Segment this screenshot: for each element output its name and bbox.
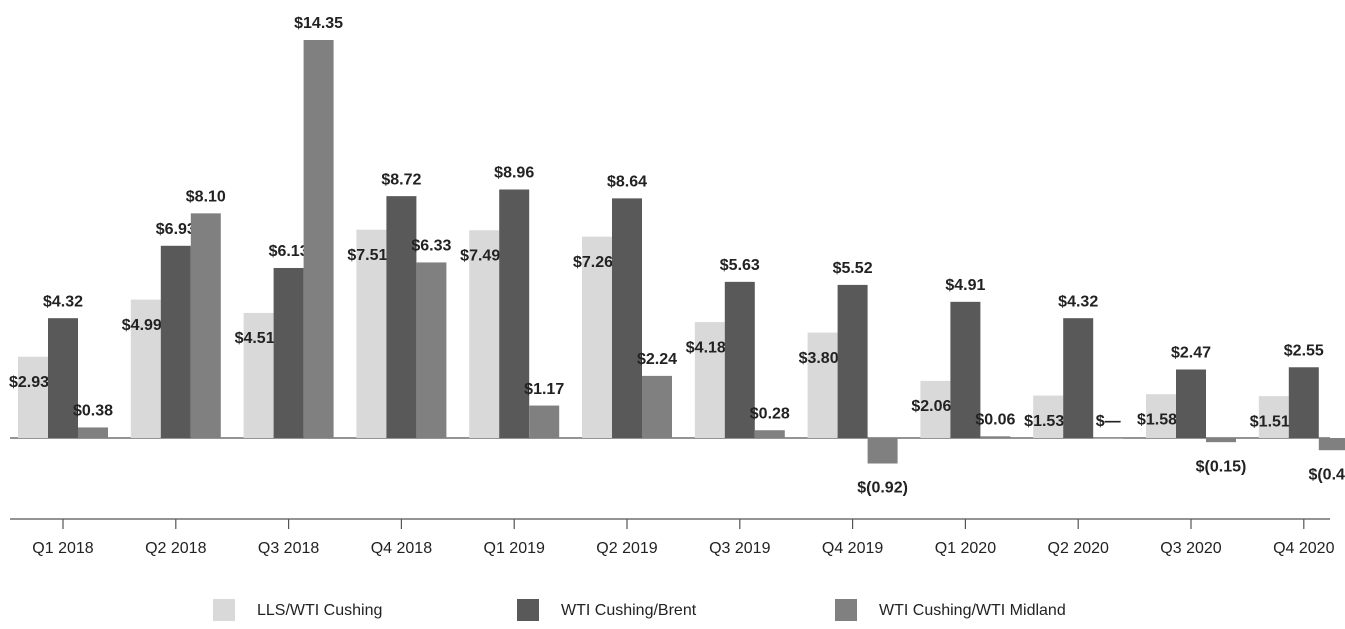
value-label: $7.49 [460, 247, 500, 264]
bar [130, 299, 161, 438]
value-label: $4.32 [1058, 293, 1098, 310]
bar [1206, 438, 1236, 443]
x-tick-label: Q2 2019 [596, 540, 657, 557]
value-label: $0.06 [975, 412, 1015, 429]
value-label: $— [1096, 413, 1121, 430]
value-label: $0.38 [73, 403, 113, 420]
value-label: $8.10 [186, 189, 226, 206]
value-label: $4.51 [235, 330, 275, 347]
value-label: $2.55 [1284, 342, 1324, 359]
bar [1063, 318, 1094, 438]
value-label: $6.33 [411, 238, 451, 255]
value-label: $4.91 [945, 277, 985, 294]
bar [980, 436, 1011, 438]
bar [920, 380, 951, 438]
x-tick-label: Q2 2018 [145, 540, 206, 557]
value-label: $2.47 [1171, 345, 1211, 362]
value-label: $0.28 [750, 405, 790, 422]
x-tick-label: Q1 2019 [484, 540, 545, 557]
bar [754, 430, 785, 438]
x-tick-label: Q2 2020 [1048, 540, 1109, 557]
bar [1258, 396, 1289, 438]
bar [18, 356, 48, 438]
bar [416, 262, 447, 438]
bar [950, 301, 981, 438]
value-label: $14.35 [294, 15, 343, 32]
bar [694, 322, 725, 438]
legend-swatch [213, 599, 235, 621]
x-tick-label: Q1 2018 [32, 540, 93, 557]
bar [48, 318, 78, 438]
bar [356, 229, 387, 438]
legend-label: LLS/WTI Cushing [257, 602, 382, 619]
bar [1146, 394, 1176, 438]
bar [190, 213, 221, 438]
bar [78, 427, 108, 438]
bar [273, 267, 304, 438]
value-label: $5.63 [720, 257, 760, 274]
bar [1093, 438, 1124, 439]
value-label: $6.93 [156, 221, 196, 238]
bar [807, 332, 838, 438]
bar [243, 312, 274, 438]
x-tick-label: Q4 2019 [822, 540, 883, 557]
value-label: $4.99 [122, 317, 162, 334]
value-label: $(0.15) [1196, 458, 1247, 475]
value-label: $1.51 [1250, 413, 1290, 430]
legend-label: WTI Cushing/WTI Midland [879, 602, 1066, 619]
value-label: $8.72 [381, 171, 421, 188]
value-label: $6.13 [269, 243, 309, 260]
value-label: $1.53 [1024, 413, 1064, 430]
value-label: $7.51 [347, 247, 387, 264]
bar [499, 189, 530, 438]
bar [724, 281, 755, 438]
value-label: $1.58 [1137, 411, 1177, 428]
value-label: $(0.44) [1308, 466, 1345, 483]
x-tick-label: Q3 2020 [1160, 540, 1221, 557]
x-tick-label: Q4 2018 [371, 540, 432, 557]
bar [529, 405, 560, 438]
value-label: $2.24 [637, 351, 677, 368]
legend-swatch [517, 599, 539, 621]
value-label: $7.26 [573, 254, 613, 271]
x-tick-label: Q4 2020 [1273, 540, 1334, 557]
value-label: $8.64 [607, 174, 647, 191]
value-label: $5.52 [833, 260, 873, 277]
bar [160, 245, 191, 438]
bar [1288, 367, 1319, 438]
bar [469, 230, 500, 438]
value-label: $1.17 [524, 381, 564, 398]
bar [612, 198, 642, 438]
value-label: $8.96 [494, 165, 534, 182]
value-label: $3.80 [799, 350, 839, 367]
bar [303, 40, 334, 438]
bar [386, 196, 417, 438]
bar [867, 438, 898, 464]
x-tick-label: Q3 2019 [709, 540, 770, 557]
bar [582, 236, 612, 438]
bar [642, 375, 672, 438]
x-tick-label: Q1 2020 [935, 540, 996, 557]
value-label: $(0.92) [857, 480, 908, 497]
legend-label: WTI Cushing/Brent [561, 602, 697, 619]
bar [837, 284, 868, 438]
bar [1318, 438, 1345, 451]
bar [1033, 395, 1064, 438]
value-label: $2.06 [911, 398, 951, 415]
legend-swatch [835, 599, 857, 621]
x-tick-label: Q3 2018 [258, 540, 319, 557]
bar [1176, 369, 1206, 438]
value-label: $4.32 [43, 293, 83, 310]
value-label: $4.18 [686, 339, 726, 356]
value-label: $2.93 [9, 374, 49, 391]
